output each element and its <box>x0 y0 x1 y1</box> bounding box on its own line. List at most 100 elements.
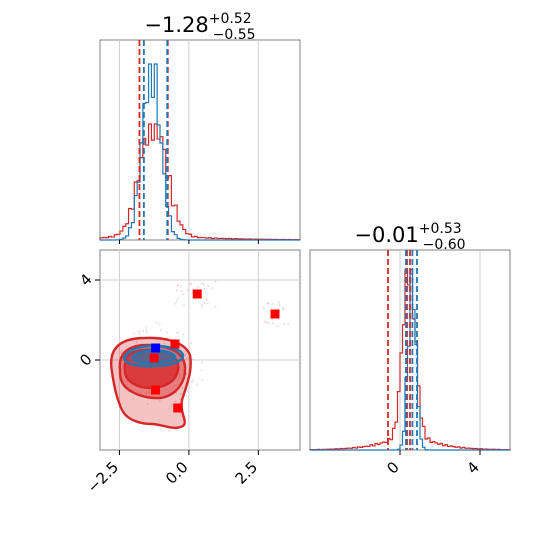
scatter-dot <box>144 325 147 328</box>
scatter-dot <box>142 330 145 332</box>
x-tick-label: −2.5 <box>84 458 122 496</box>
scatter-dot <box>159 329 162 331</box>
scatter-dot <box>276 325 279 327</box>
scatter-dot <box>200 378 203 381</box>
scatter-dot <box>262 307 265 310</box>
scatter-dot <box>201 306 203 308</box>
scatter-dot <box>206 298 209 301</box>
scatter-dot <box>175 289 178 292</box>
scatter-dot <box>178 376 181 379</box>
scatter-dot <box>268 322 271 324</box>
scatter-dot <box>191 379 194 382</box>
scatter-dot <box>186 389 189 392</box>
scatter-dot <box>179 285 182 288</box>
y-tick-label: 4 <box>76 270 95 289</box>
scatter-dot <box>272 303 274 305</box>
blue-marker <box>151 343 161 353</box>
scatter-dot <box>158 323 161 326</box>
scatter-dot <box>205 296 208 299</box>
scatter-dot <box>187 288 189 291</box>
scatter-dot <box>132 397 134 400</box>
red-marker <box>151 385 161 395</box>
scatter-dot <box>201 361 204 364</box>
red-marker <box>270 309 280 319</box>
scatter-dot <box>138 332 141 335</box>
scatter-dot <box>188 283 191 286</box>
scatter-dot <box>203 287 206 290</box>
scatter-dot <box>171 386 174 389</box>
scatter-dot <box>271 322 274 325</box>
scatter-dot <box>185 353 187 355</box>
hist-param2-panel <box>309 249 511 451</box>
scatter-dot <box>182 293 185 296</box>
scatter-dot <box>282 306 285 309</box>
scatter-dot <box>163 342 166 345</box>
scatter-dot <box>176 298 179 300</box>
scatter-dot <box>135 341 138 343</box>
scatter-dot <box>173 384 176 387</box>
scatter-dot <box>182 369 185 372</box>
joint-panel <box>99 249 301 451</box>
scatter-dot <box>183 304 185 307</box>
scatter-dot <box>278 304 281 306</box>
scatter-dot <box>263 320 266 323</box>
scatter-dot <box>177 284 180 287</box>
red-marker <box>149 353 159 363</box>
scatter-dot <box>145 392 148 395</box>
y-tick-label: 0 <box>76 350 95 369</box>
title-param1: −1.28+0.52 −0.55 <box>144 11 255 43</box>
scatter-dot <box>126 380 129 383</box>
scatter-dot <box>267 302 270 305</box>
scatter-dot <box>145 328 148 331</box>
x-tick-label: 4 <box>463 458 482 477</box>
scatter-dot <box>201 303 204 306</box>
scatter-dot <box>196 286 199 289</box>
contour-group <box>109 336 192 429</box>
scatter-dot <box>132 332 135 335</box>
scatter-dot <box>146 331 148 334</box>
scatter-dot <box>266 321 269 324</box>
scatter-dot <box>196 383 198 386</box>
scatter-dot <box>282 308 285 311</box>
red-marker <box>192 289 202 299</box>
scatter-dot <box>181 387 184 389</box>
x-tick-label: 0 <box>383 458 402 477</box>
scatter-dot <box>264 320 267 323</box>
scatter-dot <box>277 301 280 304</box>
scatter-dot <box>287 323 290 325</box>
scatter-dot <box>190 342 193 344</box>
x-tick-label: 2.5 <box>232 458 262 488</box>
scatter-dot <box>190 282 193 285</box>
red-marker <box>173 403 183 413</box>
x-tick-label: 0.0 <box>162 458 192 488</box>
red-marker <box>170 339 180 349</box>
scatter-dot <box>207 285 210 288</box>
scatter-dot <box>120 352 123 355</box>
scatter-dot <box>179 393 182 396</box>
scatter-dot <box>176 331 179 334</box>
title-param2: −0.01+0.53 −0.60 <box>354 221 465 253</box>
scatter-dot <box>182 333 185 336</box>
scatter-dot <box>120 350 123 353</box>
scatter-dot <box>203 283 205 286</box>
scatter-dot <box>175 300 178 303</box>
scatter-dot <box>186 357 188 359</box>
scatter-dot <box>148 391 151 394</box>
scatter-dot <box>191 358 194 361</box>
scatter-dot <box>158 400 161 403</box>
scatter-dot <box>214 305 217 308</box>
scatter-dot <box>174 302 177 305</box>
scatter-dot <box>178 398 181 401</box>
scatter-dot <box>170 404 173 406</box>
scatter-dot <box>179 374 182 376</box>
scatter-dot <box>174 400 177 403</box>
scatter-dot <box>184 354 186 357</box>
scatter-dot <box>155 321 158 324</box>
scatter-dot <box>200 282 203 285</box>
scatter-dot <box>146 403 149 406</box>
scatter-dot <box>166 331 169 334</box>
scatter-dot <box>180 289 183 292</box>
scatter-dot <box>206 302 209 305</box>
scatter-dot <box>211 287 214 290</box>
